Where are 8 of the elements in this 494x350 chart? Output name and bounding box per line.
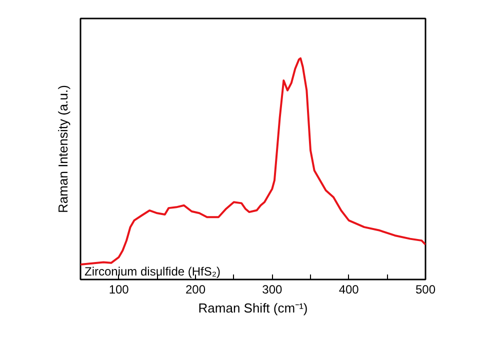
x-axis-title: Raman Shift (cm⁻¹) [198,300,308,316]
x-tick-label: 500 [415,282,436,296]
x-tick-label: 200 [185,282,206,296]
x-tick-label: 400 [338,282,360,296]
x-tick-label: 300 [262,282,283,296]
x-tick-label: 100 [108,282,130,296]
y-axis-title: Raman Intensity (a.u.) [56,85,70,213]
annotation: Zirconium disulfide (HfS₂) [84,264,221,278]
